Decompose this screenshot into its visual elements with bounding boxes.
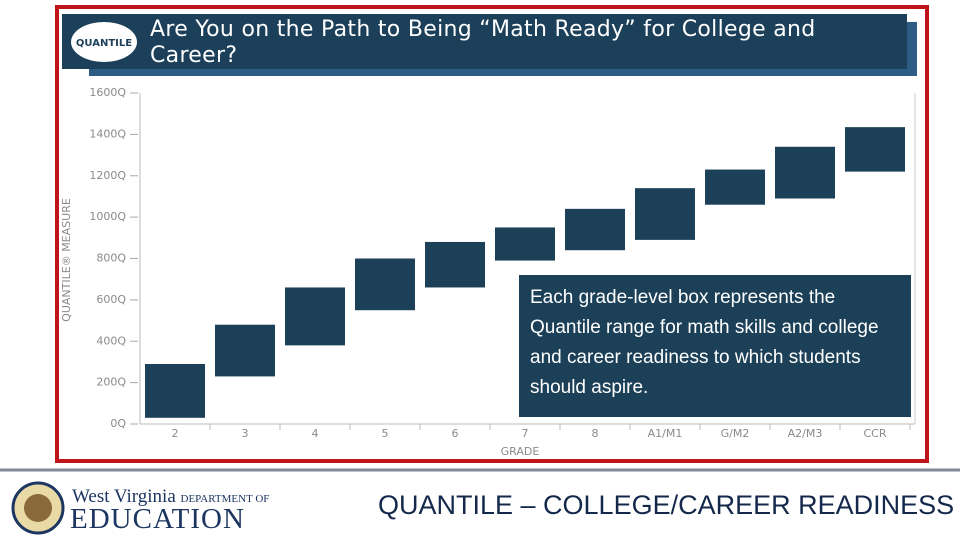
x-tick-label: 4 (312, 427, 319, 440)
y-tick-label: 1000Q (89, 210, 126, 223)
x-tick-label: G/M2 (721, 427, 750, 440)
org-unit: EDUCATION (70, 503, 245, 535)
annotation: Each grade-level box represents the Quan… (530, 287, 879, 398)
range-box (215, 324, 275, 377)
y-tick-label: 1600Q (89, 86, 126, 99)
y-tick-label: 1400Q (89, 127, 126, 140)
y-tick-label: 600Q (96, 293, 126, 306)
range-box (775, 146, 835, 199)
footer-title: QUANTILE – COLLEGE/CAREER READINESS (378, 490, 955, 520)
range-box (285, 287, 345, 346)
range-box (145, 364, 205, 418)
logo-text: QUANTILE (76, 38, 132, 49)
logo-badge (71, 22, 137, 62)
seal-center (24, 494, 52, 522)
range-box (565, 208, 625, 251)
x-tick-label: 6 (452, 427, 459, 440)
y-tick-label: 400Q (96, 334, 126, 347)
range-box (845, 127, 905, 172)
range-box (495, 227, 555, 261)
x-tick-label: A1/M1 (648, 427, 683, 440)
x-tick-label: CCR (863, 427, 886, 440)
x-tick-label: 7 (522, 427, 529, 440)
chart-title: Are You on the Path to Being “Math Ready… (150, 17, 816, 68)
y-tick-label: 200Q (96, 376, 126, 389)
org-state: West Virginia (72, 486, 176, 507)
title-banner (62, 14, 907, 69)
y-axis-label: QUANTILE® MEASURE (60, 198, 73, 322)
x-axis-label: GRADE (501, 445, 540, 458)
x-tick-label: 5 (382, 427, 389, 440)
range-box (425, 241, 485, 288)
x-tick-label: 2 (172, 427, 179, 440)
range-box (355, 258, 415, 311)
annotation-box (519, 275, 911, 417)
range-box (635, 188, 695, 240)
x-tick-label: A2/M3 (788, 427, 823, 440)
org-dept: DEPARTMENT OF (180, 493, 270, 505)
range-box (705, 169, 765, 205)
x-tick-label: 8 (592, 427, 599, 440)
y-tick-label: 800Q (96, 252, 126, 265)
y-tick-label: 0Q (110, 417, 126, 430)
org-name: West Virginia DEPARTMENT OF (72, 486, 269, 508)
frame (55, 5, 929, 463)
x-tick-label: 3 (242, 427, 249, 440)
y-tick-label: 1200Q (89, 169, 126, 182)
